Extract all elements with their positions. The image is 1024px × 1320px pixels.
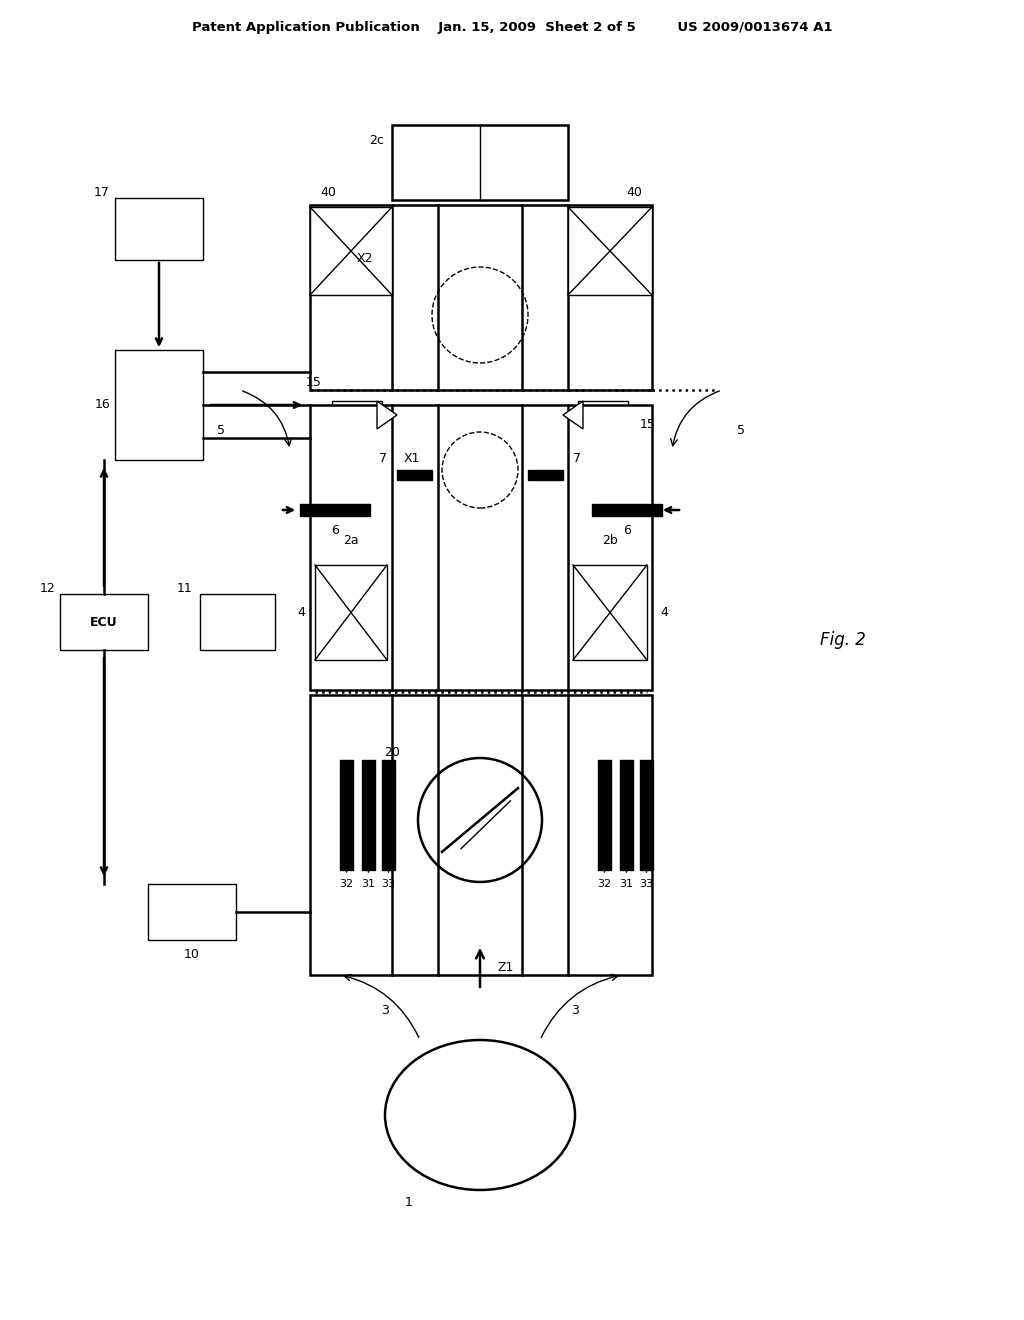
Bar [362, 760, 375, 870]
Bar [392, 125, 568, 201]
Bar [592, 504, 662, 516]
Bar [60, 594, 148, 649]
Text: 31: 31 [361, 879, 376, 888]
Text: 32: 32 [597, 879, 611, 888]
Text: 4: 4 [297, 606, 305, 619]
Bar [148, 884, 236, 940]
Bar [115, 350, 203, 459]
Bar [382, 760, 395, 870]
Text: 15: 15 [306, 376, 322, 389]
Text: 32: 32 [339, 879, 353, 888]
Bar [332, 401, 382, 429]
Polygon shape [563, 401, 583, 429]
Text: 11: 11 [176, 582, 193, 595]
Text: Patent Application Publication    Jan. 15, 2009  Sheet 2 of 5         US 2009/00: Patent Application Publication Jan. 15, … [191, 21, 833, 33]
Bar [620, 760, 633, 870]
Text: 3: 3 [571, 1003, 579, 1016]
Text: 16: 16 [94, 399, 110, 412]
Bar [528, 470, 563, 480]
Bar [310, 405, 652, 690]
Text: 2c: 2c [369, 133, 384, 147]
Text: 5: 5 [737, 424, 745, 437]
Bar [573, 565, 647, 660]
Text: 2a: 2a [343, 533, 358, 546]
Text: 6: 6 [331, 524, 339, 536]
Text: 4: 4 [660, 606, 668, 619]
Bar [340, 760, 353, 870]
Text: 40: 40 [626, 186, 642, 198]
Text: 20: 20 [384, 747, 400, 759]
Text: 31: 31 [620, 879, 634, 888]
Text: 15: 15 [640, 417, 656, 430]
Text: 6: 6 [623, 524, 631, 536]
Polygon shape [377, 401, 397, 429]
Bar [200, 594, 275, 649]
Text: 2b: 2b [602, 533, 617, 546]
Bar [115, 198, 203, 260]
Text: Z1: Z1 [498, 961, 514, 974]
Bar [397, 470, 432, 480]
Text: 10: 10 [184, 948, 200, 961]
Bar [310, 207, 392, 294]
Text: 17: 17 [94, 186, 110, 199]
Text: 1: 1 [406, 1196, 413, 1209]
Text: X1: X1 [403, 451, 420, 465]
Bar [300, 504, 370, 516]
Text: ECU: ECU [90, 615, 118, 628]
Bar [598, 760, 611, 870]
Bar [640, 760, 653, 870]
Bar [310, 696, 652, 975]
Bar [310, 205, 652, 389]
Bar [578, 401, 628, 429]
Text: 3: 3 [381, 1003, 389, 1016]
Text: 5: 5 [217, 424, 225, 437]
Text: 33: 33 [640, 879, 653, 888]
Bar [315, 565, 387, 660]
Text: 33: 33 [382, 879, 395, 888]
Text: 7: 7 [379, 451, 387, 465]
Bar [568, 207, 652, 294]
Text: X2: X2 [356, 252, 374, 265]
Text: 7: 7 [573, 451, 581, 465]
Text: 12: 12 [39, 582, 55, 595]
Text: Fig. 2: Fig. 2 [820, 631, 866, 649]
Text: 40: 40 [319, 186, 336, 198]
